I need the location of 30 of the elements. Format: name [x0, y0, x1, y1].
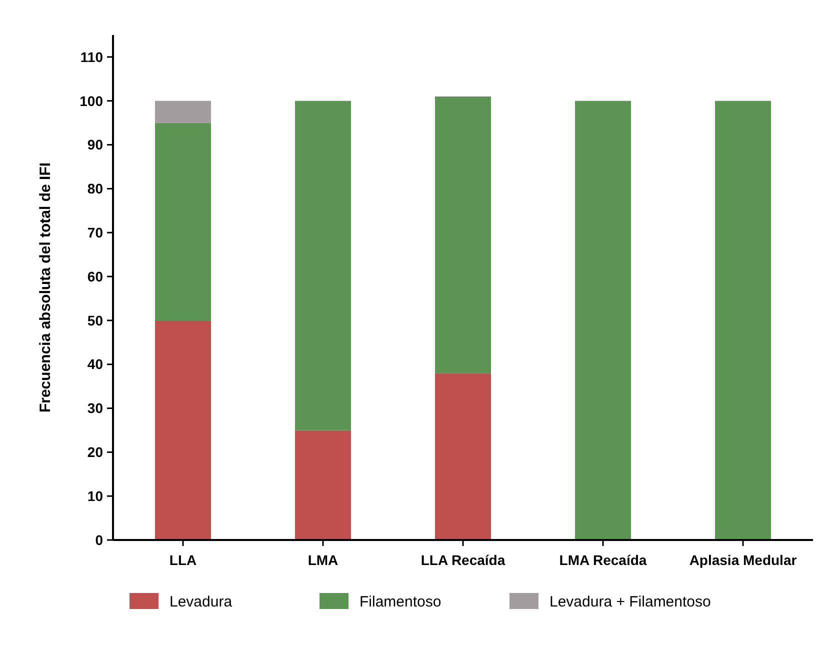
x-tick-label: Aplasia Medular	[689, 552, 798, 568]
bar	[155, 320, 211, 540]
legend-label: Filamentoso	[360, 593, 442, 610]
y-axis-title: Frecuencia absoluta del total de IFI	[37, 162, 54, 413]
legend-label: Levadura + Filamentoso	[550, 593, 711, 610]
y-tick-label: 30	[87, 400, 104, 416]
x-tick-label: LMA	[308, 552, 338, 568]
y-tick-label: 60	[87, 268, 104, 284]
bar	[715, 100, 771, 540]
y-tick-label: 40	[87, 356, 104, 372]
y-tick-label: 10	[87, 488, 104, 504]
bar	[295, 430, 351, 540]
y-tick-label: 110	[80, 48, 104, 65]
bar	[155, 122, 211, 320]
y-tick-label: 50	[87, 312, 104, 328]
bar	[435, 96, 491, 374]
bar	[295, 100, 351, 430]
y-tick-label: 90	[87, 136, 104, 153]
bar	[155, 100, 211, 123]
x-tick-label: LLA	[169, 552, 197, 568]
y-tick-label: 70	[87, 224, 104, 241]
y-tick-label: 20	[87, 444, 104, 460]
bar	[575, 100, 631, 540]
y-tick-label: 0	[95, 532, 104, 548]
x-tick-label: LLA Recaída	[420, 552, 506, 568]
y-tick-label: 100	[80, 92, 104, 109]
bar	[435, 373, 491, 540]
legend-label: Levadura	[170, 593, 233, 610]
y-tick-label: 80	[87, 180, 104, 197]
x-tick-label: LMA Recaída	[559, 552, 647, 568]
